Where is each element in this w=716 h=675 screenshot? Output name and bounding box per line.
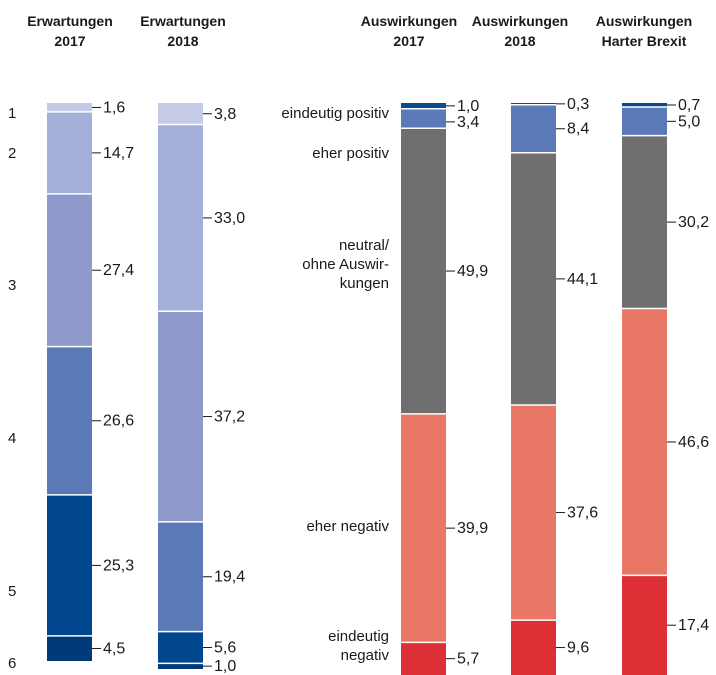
bar-segment: [511, 405, 556, 621]
bar-segment: [622, 575, 667, 675]
value-label: 5,0: [678, 113, 700, 130]
value-label: 27,4: [103, 262, 134, 279]
value-label: 30,2: [678, 214, 709, 231]
value-label: 39,9: [457, 520, 488, 537]
bar-segment: [47, 635, 92, 661]
bar-segment: [401, 128, 446, 414]
column-header: Erwartungen: [27, 13, 113, 29]
bar-segment: [401, 642, 446, 675]
column-header: 2017: [393, 33, 424, 49]
scale-label: 5: [8, 583, 16, 600]
scale-label: 2: [8, 145, 16, 162]
value-label: 1,0: [214, 658, 236, 675]
bar-segment: [401, 108, 446, 129]
scale-label: 1: [8, 105, 16, 122]
category-label: kungen: [340, 275, 389, 292]
value-label: 5,6: [214, 639, 236, 656]
value-label: 1,0: [457, 98, 479, 115]
value-label: 8,4: [567, 121, 589, 138]
category-label: eindeutig: [328, 628, 389, 645]
column-header: Auswirkungen: [596, 13, 692, 29]
bar-segment: [622, 135, 667, 309]
bar-segment: [622, 308, 667, 576]
value-label: 46,6: [678, 434, 709, 451]
value-label: 44,1: [567, 271, 598, 288]
value-label: 0,3: [567, 96, 589, 113]
bar-segment: [158, 521, 203, 632]
value-label: 4,5: [103, 640, 125, 657]
bar-segment: [47, 103, 92, 112]
bar-segment: [511, 620, 556, 675]
scale-label: 4: [8, 430, 16, 447]
category-label: neutral/: [339, 237, 390, 254]
bar-segment: [401, 103, 446, 109]
category-label: negativ: [341, 647, 390, 664]
bar-segment: [158, 124, 203, 312]
bar-segment: [622, 103, 667, 108]
bar-segment: [158, 663, 203, 669]
value-label: 17,4: [678, 617, 709, 634]
column-header: Erwartungen: [140, 13, 226, 29]
value-label: 26,6: [103, 413, 134, 430]
value-label: 49,9: [457, 263, 488, 280]
scale-label: 6: [8, 655, 16, 672]
value-label: 37,2: [214, 409, 245, 426]
value-label: 9,6: [567, 640, 589, 657]
bar-segment: [401, 413, 446, 643]
bar-segment: [47, 193, 92, 347]
value-label: 14,7: [103, 145, 134, 162]
column-header: Auswirkungen: [361, 13, 457, 29]
value-label: 19,4: [214, 569, 245, 586]
value-label: 5,7: [457, 651, 479, 668]
category-label: ohne Auswir-: [302, 256, 389, 273]
value-label: 1,6: [103, 99, 125, 116]
value-label: 33,0: [214, 210, 245, 227]
value-label: 3,4: [457, 114, 479, 131]
bar-segment: [511, 103, 556, 105]
column-header: Auswirkungen: [472, 13, 568, 29]
bar-segment: [158, 311, 203, 522]
category-label: eher positiv: [312, 145, 389, 162]
bar-segment: [511, 104, 556, 153]
bar-segment: [511, 152, 556, 406]
bar-segment: [158, 631, 203, 664]
bar-segment: [47, 494, 92, 636]
column-header: 2017: [54, 33, 85, 49]
value-label: 37,6: [567, 505, 598, 522]
column-header: 2018: [167, 33, 198, 49]
column-header: Harter Brexit: [602, 33, 687, 49]
column-header: 2018: [504, 33, 535, 49]
bar-segment: [47, 346, 92, 495]
scale-label: 3: [8, 277, 16, 294]
value-label: 0,7: [678, 97, 700, 114]
category-label: eindeutig positiv: [281, 105, 389, 122]
value-label: 3,8: [214, 106, 236, 123]
value-label: 25,3: [103, 557, 134, 574]
bar-segment: [47, 111, 92, 194]
bar-segment: [158, 103, 203, 125]
category-label: eher negativ: [306, 518, 389, 535]
bar-segment: [622, 107, 667, 136]
